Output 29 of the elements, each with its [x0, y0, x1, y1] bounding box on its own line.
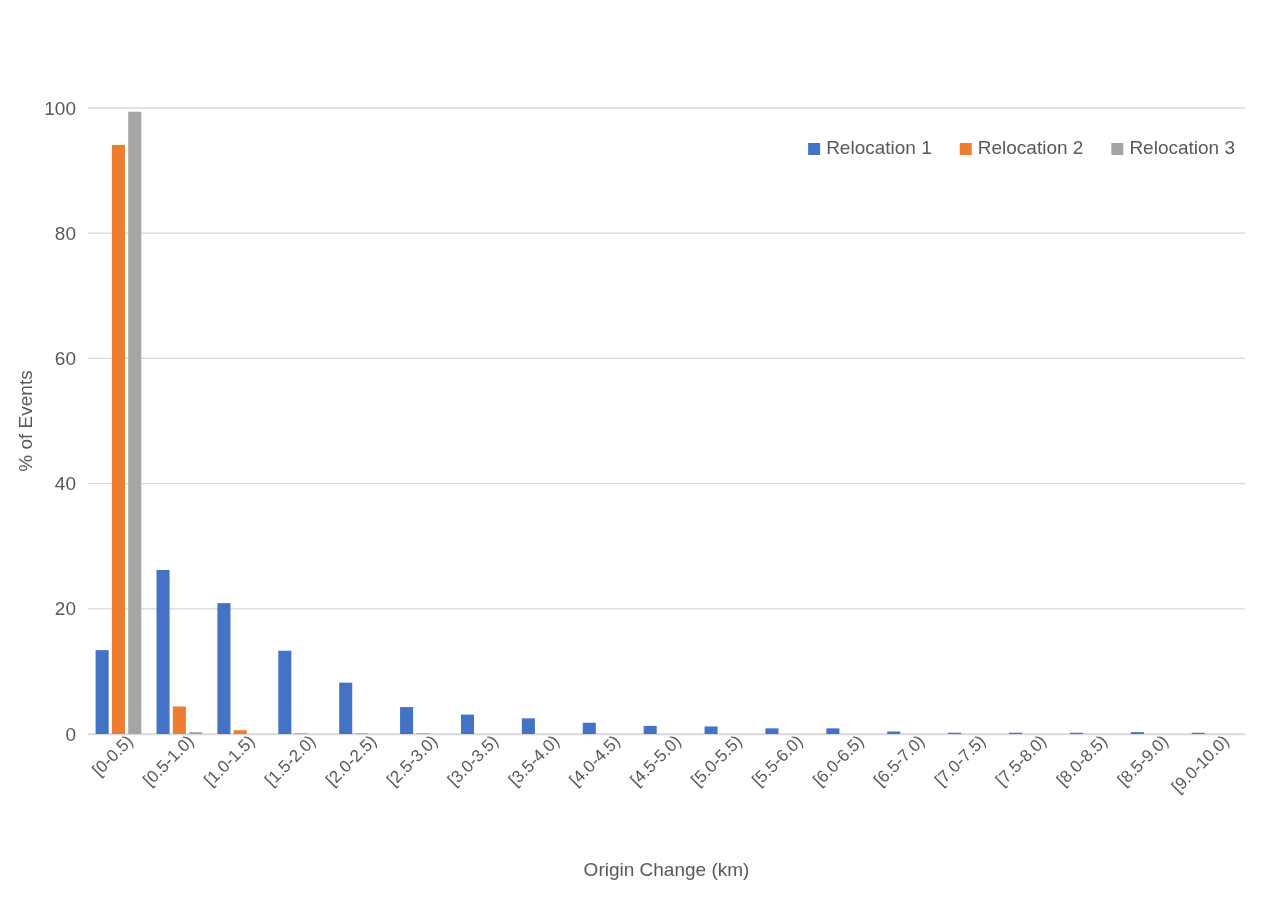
y-tick-label: 0: [65, 723, 76, 745]
bar: [217, 603, 231, 734]
bar: [460, 714, 475, 734]
bar: [172, 706, 186, 734]
bar: [156, 569, 170, 734]
bar: [278, 650, 292, 734]
bar: [887, 731, 901, 734]
y-tick-label: 60: [54, 347, 76, 369]
bar: [765, 728, 779, 734]
bar: [128, 111, 142, 734]
bar: [582, 722, 596, 734]
bar: [704, 726, 718, 734]
bar: [521, 718, 535, 734]
bar: [826, 728, 840, 734]
bar: [95, 650, 109, 734]
y-tick-label: 80: [54, 222, 76, 244]
y-tick-label: 20: [54, 598, 76, 620]
legend-label: Relocation 1: [826, 137, 932, 158]
x-axis-title: Origin Change (km): [583, 859, 750, 880]
bar: [339, 682, 353, 734]
bar: [400, 707, 414, 734]
legend-label: Relocation 3: [1129, 137, 1235, 158]
y-tick-label: 40: [54, 473, 76, 495]
legend-label: Relocation 2: [977, 137, 1084, 158]
bar: [643, 725, 657, 734]
bar: [111, 144, 125, 734]
y-axis-title: % of Events: [15, 370, 36, 472]
bar: [233, 730, 247, 734]
y-tick-label: 100: [44, 97, 76, 119]
